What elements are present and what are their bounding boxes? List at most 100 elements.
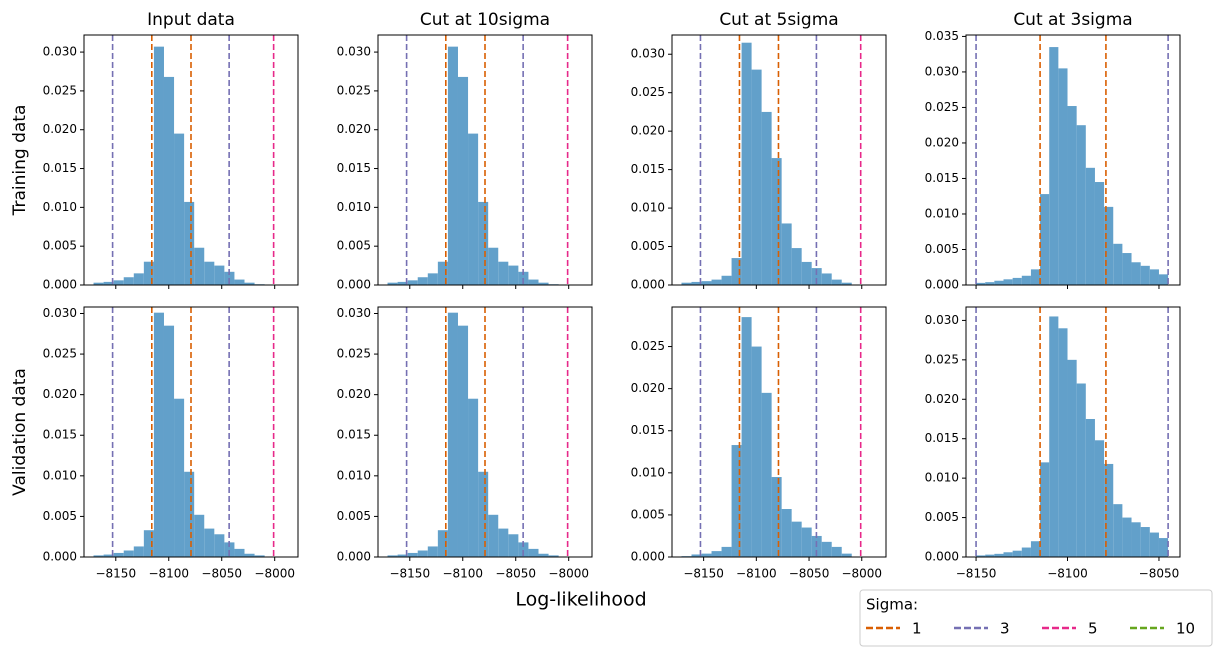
histogram-bar (1049, 316, 1059, 557)
histogram-bar (1158, 538, 1169, 557)
histogram-bar (153, 46, 164, 285)
histogram-bar (224, 542, 235, 557)
histogram-bar (407, 552, 418, 557)
histogram-bar (1076, 383, 1086, 557)
histogram-bar (731, 258, 742, 285)
histogram-bar (93, 555, 104, 557)
histogram-bar (1149, 532, 1159, 557)
axes-frame (377, 34, 593, 286)
histogram-bar (976, 555, 986, 557)
y-tick-label: 0.015 (43, 428, 77, 442)
histogram-bar (781, 509, 792, 557)
histogram-bar (113, 552, 124, 557)
histogram-bar (1003, 279, 1013, 285)
histogram-bar (1104, 206, 1114, 285)
y-tick-label: 0.000 (631, 550, 665, 564)
x-tick-label: −8150 (956, 567, 997, 581)
histogram-bar (163, 76, 175, 285)
y-tick-label: 0.025 (43, 83, 77, 97)
y-tick-label: 0.015 (631, 162, 665, 176)
y-tick-label: 0.030 (337, 306, 371, 320)
histogram-bar (397, 554, 408, 557)
y-tick-label: 0.005 (337, 509, 371, 523)
histogram-bar (123, 277, 134, 285)
histogram-bar (1012, 277, 1022, 285)
histogram-bar (518, 542, 529, 557)
histogram-bar (468, 398, 479, 557)
y-tick-label: 0.000 (925, 550, 959, 564)
histogram-bar (994, 553, 1004, 557)
axes-frame (965, 34, 1181, 286)
histogram-bar (103, 554, 114, 557)
y-tick-label: 0.020 (337, 387, 371, 401)
histogram-bar (721, 275, 732, 285)
histogram-bar (1149, 269, 1159, 285)
histogram-bar (1094, 182, 1105, 285)
histogram-bar (244, 282, 255, 285)
x-tick-label: −8100 (148, 567, 189, 581)
y-tick-label: 0.010 (43, 468, 77, 482)
histogram-bar (153, 312, 164, 557)
histogram-bar (741, 317, 752, 557)
row-label: Validation data (10, 368, 30, 496)
histogram-bar (821, 273, 832, 285)
histogram-bar (1131, 262, 1141, 285)
y-tick-label: 0.015 (43, 161, 77, 175)
legend-label: 1 (912, 620, 922, 638)
chart-title: Cut at 10sigma (420, 10, 550, 30)
histogram-bar (781, 223, 792, 285)
histogram-bar (397, 281, 408, 285)
histogram-bar (711, 279, 722, 285)
histogram-bar (841, 282, 852, 285)
y-tick-label: 0.025 (631, 339, 665, 353)
y-tick-label: 0.005 (43, 509, 77, 523)
histogram-bar (1030, 541, 1041, 557)
y-tick-label: 0.005 (631, 507, 665, 521)
histogram-bar (681, 282, 692, 285)
histogram-bar (731, 445, 742, 557)
histogram-bar (1030, 269, 1041, 285)
histogram-bar (174, 133, 185, 285)
histogram-bar (976, 282, 986, 285)
histogram-bar (113, 280, 124, 285)
y-tick-label: 0.005 (925, 510, 959, 524)
x-tick-label: −8000 (841, 567, 882, 581)
histogram-bar (174, 398, 185, 557)
histogram-bar (1058, 328, 1068, 557)
y-tick-label: 0.035 (925, 29, 959, 43)
histogram-bar (457, 76, 469, 285)
x-tick-label: −8050 (495, 567, 536, 581)
histogram-bar (791, 248, 802, 285)
y-tick-label: 0.020 (925, 392, 959, 406)
histogram-bar (538, 553, 549, 557)
histogram-bar (1104, 463, 1114, 557)
histogram-bar (1094, 440, 1105, 557)
y-tick-label: 0.025 (43, 347, 77, 361)
y-tick-label: 0.030 (337, 45, 371, 59)
y-tick-label: 0.000 (337, 550, 371, 564)
row-label: Training data (10, 105, 30, 217)
histogram-bar (1113, 243, 1123, 285)
histogram-bar (234, 548, 245, 557)
histogram-bar (508, 265, 519, 285)
histogram-bar (831, 546, 842, 557)
y-tick-label: 0.000 (43, 278, 77, 292)
histogram-bar (468, 133, 479, 285)
y-tick-label: 0.020 (631, 381, 665, 395)
histogram-bar (93, 282, 104, 285)
histogram-bar (771, 477, 782, 557)
axes-frame (83, 306, 299, 558)
y-tick-label: 0.020 (43, 122, 77, 136)
histogram-bar (133, 273, 144, 285)
histogram-bar (447, 312, 458, 557)
legend-box (859, 589, 1213, 647)
histogram-bar (387, 282, 398, 285)
x-tick-label: −8100 (442, 567, 483, 581)
y-tick-label: 0.010 (43, 200, 77, 214)
y-tick-label: 0.020 (925, 135, 959, 149)
y-tick-label: 0.030 (43, 45, 77, 59)
y-tick-label: 0.030 (925, 313, 959, 327)
histogram-bar (1012, 550, 1022, 557)
axes-frame (671, 34, 887, 286)
